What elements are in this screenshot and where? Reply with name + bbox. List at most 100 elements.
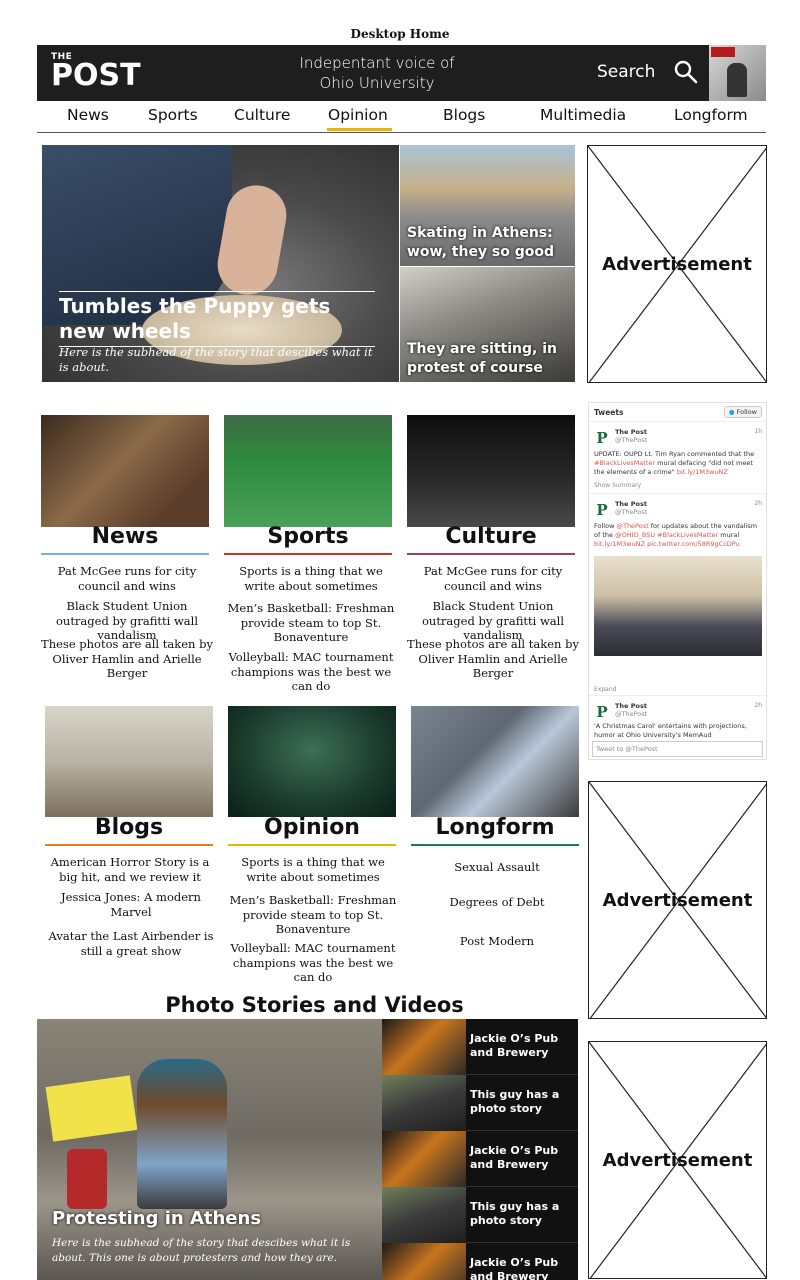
sports-story-1[interactable]: Sports is a thing that we write about so… bbox=[239, 564, 383, 593]
culture-story-3[interactable]: These photos are all taken by Oliver Ham… bbox=[407, 637, 579, 680]
hero-side-story-2[interactable]: They are sitting, in protest of course bbox=[400, 267, 575, 382]
sports-section-photo[interactable] bbox=[224, 415, 392, 527]
tweet-photo[interactable] bbox=[594, 556, 762, 656]
hero-side-1-title[interactable]: Skating in Athens: wow, they so good bbox=[407, 225, 555, 260]
photo-story-list-item[interactable]: This guy has a photo story bbox=[382, 1075, 578, 1131]
tweet-text: UPDATE: OUPD Lt. Tim Ryan commented that… bbox=[594, 450, 755, 476]
hero-main-title[interactable]: Tumbles the Puppy gets new wheels bbox=[59, 291, 375, 347]
logo-big-text: POST bbox=[51, 58, 141, 93]
photo-story-thumb bbox=[382, 1243, 466, 1280]
twitter-timeline-widget[interactable]: Tweets ● Follow P The Post @ThePost 1h U… bbox=[588, 402, 767, 760]
opinion-section-rule bbox=[228, 844, 396, 846]
tweet-link[interactable]: bit.ly/1M3wuNZ bbox=[676, 468, 728, 476]
tweet-author-name: The Post bbox=[615, 500, 647, 508]
nav-longform[interactable]: Longform bbox=[674, 106, 748, 124]
blogs-story-3[interactable]: Avatar the Last Airbender is still a gre… bbox=[48, 929, 214, 958]
tweets-header: Tweets bbox=[594, 408, 624, 417]
photo-story-thumb bbox=[382, 1019, 466, 1075]
nav-opinion[interactable]: Opinion bbox=[328, 106, 388, 124]
advertisement-3[interactable]: Advertisement bbox=[588, 1041, 767, 1279]
news-section-rule bbox=[41, 553, 209, 555]
show-summary-link[interactable]: Show Summary bbox=[594, 482, 642, 489]
culture-section-photo[interactable] bbox=[407, 415, 575, 527]
opinion-section-heading[interactable]: Opinion bbox=[264, 815, 360, 840]
photo-story-thumb bbox=[382, 1187, 466, 1243]
news-section-heading[interactable]: News bbox=[91, 524, 159, 549]
culture-section-rule bbox=[407, 553, 575, 555]
tweet-1[interactable]: P The Post @ThePost 1h UPDATE: OUPD Lt. … bbox=[589, 421, 766, 493]
tweet-avatar: P bbox=[596, 429, 608, 447]
hero-main-subhead: Here is the subhead of the story that de… bbox=[59, 345, 373, 374]
search-label[interactable]: Search bbox=[597, 62, 656, 82]
news-story-2[interactable]: Black Student Union outraged by grafitti… bbox=[55, 599, 199, 642]
hero-side-2-title[interactable]: They are sitting, in protest of course bbox=[407, 341, 557, 376]
hero-main-story[interactable]: Tumbles the Puppy gets new wheels Here i… bbox=[42, 145, 399, 382]
advertisement-1[interactable]: Advertisement bbox=[587, 145, 767, 383]
site-header: THE POST Indepentant voice of Ohio Unive… bbox=[37, 45, 766, 101]
photo-story-main[interactable]: Protesting in Athens Here is the subhead… bbox=[37, 1019, 382, 1280]
tweet-text: Follow @ThePost for updates about the va… bbox=[594, 522, 758, 548]
tweet-3[interactable]: P The Post @ThePost 2h 'A Christmas Caro… bbox=[589, 695, 766, 739]
blogs-section-rule bbox=[45, 844, 213, 846]
tweet-author-handle: @ThePost bbox=[615, 710, 648, 718]
advertisement-3-label: Advertisement bbox=[602, 1150, 753, 1171]
photo-story-label[interactable]: Jackie O’s Pub and Brewery bbox=[470, 1032, 559, 1059]
tweet-2[interactable]: P The Post @ThePost 2h Follow @ThePost f… bbox=[589, 493, 766, 693]
longform-story-2[interactable]: Degrees of Debt bbox=[449, 895, 545, 909]
photo-story-list-item[interactable]: Jackie O’s Pub and Brewery bbox=[382, 1131, 578, 1187]
photo-story-list-item[interactable]: This guy has a photo story bbox=[382, 1187, 578, 1243]
longform-story-3[interactable]: Post Modern bbox=[459, 934, 535, 948]
tweet-avatar: P bbox=[596, 703, 608, 721]
sports-section-heading[interactable]: Sports bbox=[267, 524, 349, 549]
photo-story-list-item[interactable]: Jackie O’s Pub and Brewery bbox=[382, 1019, 578, 1075]
nav-blogs[interactable]: Blogs bbox=[443, 106, 486, 124]
advertisement-2[interactable]: Advertisement bbox=[588, 781, 767, 1019]
opinion-story-1[interactable]: Sports is a thing that we write about so… bbox=[241, 855, 385, 884]
logo-small-text: THE bbox=[51, 52, 73, 62]
opinion-story-2[interactable]: Men’s Basketball: Freshman provide steam… bbox=[229, 893, 397, 936]
site-logo[interactable]: THE POST bbox=[51, 52, 141, 93]
culture-story-2[interactable]: Black Student Union outraged by grafitti… bbox=[421, 599, 565, 642]
culture-story-1[interactable]: Pat McGee runs for city council and wins bbox=[423, 564, 563, 593]
sports-story-2[interactable]: Men’s Basketball: Freshman provide steam… bbox=[227, 601, 395, 644]
nav-active-indicator bbox=[327, 128, 392, 131]
photo-story-thumb bbox=[382, 1075, 466, 1131]
tweet-time: 1h bbox=[754, 428, 762, 435]
longform-story-1[interactable]: Sexual Assault bbox=[454, 860, 540, 874]
news-section-photo[interactable] bbox=[41, 415, 209, 527]
sports-story-3[interactable]: Volleyball: MAC tournament champions was… bbox=[228, 650, 394, 693]
tagline-line-1: Indepentant voice of bbox=[299, 54, 455, 72]
longform-section-heading[interactable]: Longform bbox=[435, 815, 555, 840]
blogs-story-2[interactable]: Jessica Jones: A modern Marvel bbox=[61, 890, 201, 919]
blogs-section-heading[interactable]: Blogs bbox=[94, 815, 164, 840]
mention-link[interactable]: @ThePost bbox=[616, 522, 649, 530]
culture-section-heading[interactable]: Culture bbox=[445, 524, 537, 549]
expand-link[interactable]: Expand bbox=[594, 686, 617, 693]
nav-sports[interactable]: Sports bbox=[148, 106, 198, 124]
print-edition-thumbnail[interactable] bbox=[709, 45, 766, 101]
opinion-story-3[interactable]: Volleyball: MAC tournament champions was… bbox=[230, 941, 396, 984]
news-story-1[interactable]: Pat McGee runs for city council and wins bbox=[57, 564, 197, 593]
photo-story-label[interactable]: This guy has a photo story bbox=[470, 1200, 560, 1227]
longform-section-photo[interactable] bbox=[411, 706, 579, 817]
blogs-section-photo[interactable] bbox=[45, 706, 213, 817]
tweet-link[interactable]: bit.ly/1M3wuNZ pic.twitter.com/58R9gCcDP… bbox=[594, 540, 740, 548]
hero-side-story-1[interactable]: Skating in Athens: wow, they so good bbox=[400, 145, 575, 266]
blogs-story-1[interactable]: American Horror Story is a big hit, and … bbox=[50, 855, 210, 884]
photo-story-main-title[interactable]: Protesting in Athens bbox=[52, 1208, 262, 1229]
hashtag-link[interactable]: #BlackLivesMatter bbox=[594, 459, 656, 467]
news-story-3[interactable]: These photos are all taken by Oliver Ham… bbox=[41, 637, 213, 680]
tweet-compose-input[interactable]: Tweet to @ThePost bbox=[592, 741, 763, 757]
nav-news[interactable]: News bbox=[67, 106, 109, 124]
nav-multimedia[interactable]: Multimedia bbox=[540, 106, 627, 124]
twitter-follow-button[interactable]: ● Follow bbox=[723, 406, 762, 418]
photo-story-label[interactable]: Jackie O’s Pub and Brewery bbox=[470, 1144, 559, 1171]
photo-story-thumb bbox=[382, 1131, 466, 1187]
hashtag-link[interactable]: @OHIO_BSU #BlackLivesMatter bbox=[615, 531, 719, 539]
photo-story-label[interactable]: This guy has a photo story bbox=[470, 1088, 560, 1115]
nav-culture[interactable]: Culture bbox=[234, 106, 291, 124]
photo-story-label[interactable]: Jackie O’s Pub and Brewery bbox=[470, 1256, 559, 1280]
opinion-section-photo[interactable] bbox=[228, 706, 396, 817]
photo-story-list-item[interactable]: Jackie O’s Pub and Brewery bbox=[382, 1243, 578, 1280]
search-icon[interactable] bbox=[673, 59, 699, 85]
